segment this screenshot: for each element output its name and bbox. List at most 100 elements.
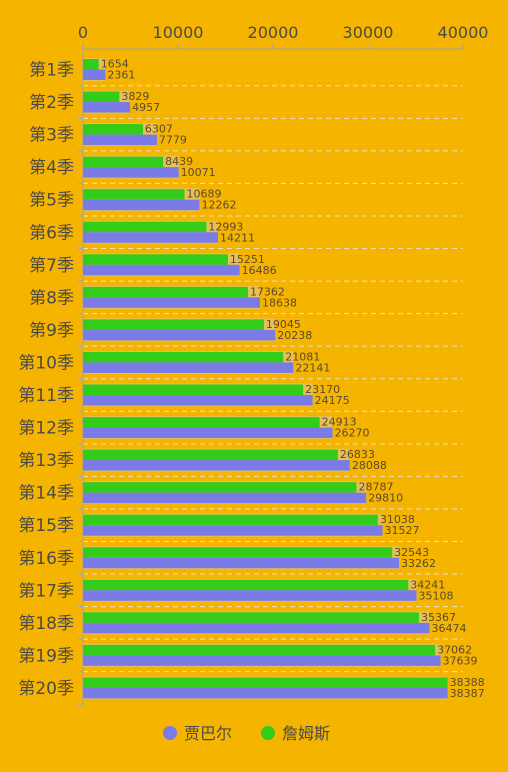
y-axis: 第1季第2季第3季第4季第5季第6季第7季第8季第9季第10季第11季第12季第… <box>18 61 74 699</box>
data-label-james: 26833 <box>340 448 375 461</box>
data-label-james: 1654 <box>101 58 129 71</box>
data-label-jabbar: 36474 <box>432 622 467 635</box>
data-label-james: 12993 <box>208 220 243 233</box>
bar-james <box>83 156 164 168</box>
y-tick-label: 第16季 <box>18 549 74 569</box>
y-tick-label: 第10季 <box>18 353 74 373</box>
legend-item-james[interactable]: 詹姆斯 <box>261 724 330 743</box>
data-label-james: 17362 <box>250 285 285 298</box>
data-label-jabbar: 16486 <box>242 264 277 277</box>
data-label-james: 15251 <box>230 253 265 266</box>
y-tick-label: 第6季 <box>29 223 74 243</box>
data-label-james: 24913 <box>322 416 357 429</box>
bar-jabbar <box>83 199 200 211</box>
data-label-jabbar: 35108 <box>419 589 454 602</box>
bar-james <box>83 91 120 103</box>
y-tick-label: 第8季 <box>29 288 74 308</box>
data-label-james: 6307 <box>145 123 173 136</box>
x-tick-label: 20000 <box>248 23 299 42</box>
data-label-james: 28787 <box>358 481 393 494</box>
y-tick-label: 第5季 <box>29 191 74 211</box>
bar-jabbar <box>83 362 294 373</box>
data-label-jabbar: 31527 <box>385 524 420 537</box>
y-tick-label: 第1季 <box>29 61 74 81</box>
legend[interactable]: 贾巴尔 詹姆斯 <box>163 724 330 743</box>
bar-jabbar <box>83 460 350 471</box>
y-tick-label: 第19季 <box>18 646 74 666</box>
bar-james <box>83 482 357 493</box>
data-label-jabbar: 38387 <box>450 687 485 700</box>
y-tick-label: 第4季 <box>29 158 74 178</box>
bar-jabbar <box>83 427 333 439</box>
x-tick-label: 40000 <box>438 23 489 42</box>
y-tick-label: 第18季 <box>18 614 74 634</box>
legend-label: 贾巴尔 <box>184 724 232 743</box>
data-label-james: 38388 <box>450 676 485 689</box>
bar-jabbar <box>83 297 261 308</box>
grid-lines <box>83 85 463 673</box>
y-tick-label: 第12季 <box>18 419 74 439</box>
data-label-jabbar: 29810 <box>368 492 403 505</box>
bar-james <box>83 189 185 200</box>
data-label-james: 21081 <box>285 350 320 363</box>
data-label-jabbar: 18638 <box>262 296 297 309</box>
data-label-jabbar: 37639 <box>443 654 478 667</box>
bar-james <box>83 514 378 526</box>
data-label-jabbar: 14211 <box>220 231 255 244</box>
bar-jabbar <box>83 232 219 243</box>
bar-james <box>83 59 99 70</box>
bar-jabbar <box>83 492 367 504</box>
data-label-james: 3829 <box>121 90 149 103</box>
data-label-jabbar: 28088 <box>352 459 387 472</box>
y-tick-label: 第14季 <box>18 484 74 504</box>
data-label-james: 19045 <box>266 318 301 331</box>
bar-james <box>83 579 409 591</box>
bar-jabbar <box>83 134 157 146</box>
y-tick-label: 第3季 <box>29 126 74 146</box>
bar-james <box>83 417 320 428</box>
data-label-jabbar: 33262 <box>401 557 436 570</box>
bar-james <box>83 612 419 623</box>
bar-james <box>83 286 248 298</box>
legend-label: 詹姆斯 <box>282 724 330 743</box>
bar-jabbar <box>83 687 448 699</box>
y-tick-label: 第13季 <box>18 451 74 471</box>
x-tick-label: 0 <box>78 23 88 42</box>
data-label-james: 37062 <box>437 643 472 656</box>
x-tick-label: 10000 <box>153 23 204 42</box>
bar-jabbar <box>83 622 430 634</box>
data-label-jabbar: 10071 <box>181 166 216 179</box>
x-tick-label: 30000 <box>343 23 394 42</box>
bar-james <box>83 124 143 135</box>
y-tick-label: 第9季 <box>29 321 74 341</box>
bar-jabbar <box>83 557 399 569</box>
data-label-james: 32543 <box>394 546 429 559</box>
bars: 1654236138294957630777798439100711068912… <box>83 58 485 700</box>
data-label-james: 8439 <box>165 155 193 168</box>
data-label-james: 23170 <box>305 383 340 396</box>
bar-jabbar <box>83 69 106 80</box>
y-tick-label: 第11季 <box>18 386 74 406</box>
y-tick-label: 第15季 <box>18 516 74 536</box>
y-tick-label: 第20季 <box>18 679 74 699</box>
bar-jabbar <box>83 167 179 178</box>
bar-jabbar <box>83 590 417 601</box>
data-label-jabbar: 26270 <box>335 427 370 440</box>
bar-jabbar <box>83 655 441 666</box>
data-label-james: 31038 <box>380 513 415 526</box>
bar-james <box>83 384 304 395</box>
legend-item-jabbar[interactable]: 贾巴尔 <box>163 724 232 743</box>
bar-james <box>83 221 207 233</box>
data-label-james: 34241 <box>410 578 445 591</box>
y-tick-label: 第7季 <box>29 256 74 276</box>
data-label-jabbar: 24175 <box>315 394 350 407</box>
y-tick-label: 第17季 <box>18 581 74 601</box>
data-label-jabbar: 12262 <box>201 199 236 212</box>
bar-jabbar <box>83 525 383 536</box>
data-label-jabbar: 4957 <box>132 101 160 114</box>
bar-james <box>83 449 338 461</box>
bar-jabbar <box>83 264 240 276</box>
bar-jabbar <box>83 329 276 341</box>
bar-james <box>83 254 228 265</box>
